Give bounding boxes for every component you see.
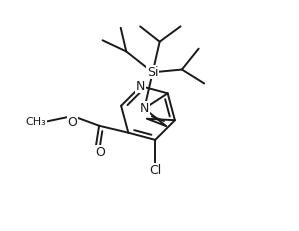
Text: N: N: [140, 102, 149, 115]
Text: Si: Si: [147, 66, 158, 79]
Text: CH₃: CH₃: [25, 117, 46, 127]
Text: O: O: [68, 116, 78, 129]
Text: N: N: [136, 80, 146, 93]
Text: Cl: Cl: [149, 164, 161, 177]
Text: O: O: [95, 146, 105, 159]
